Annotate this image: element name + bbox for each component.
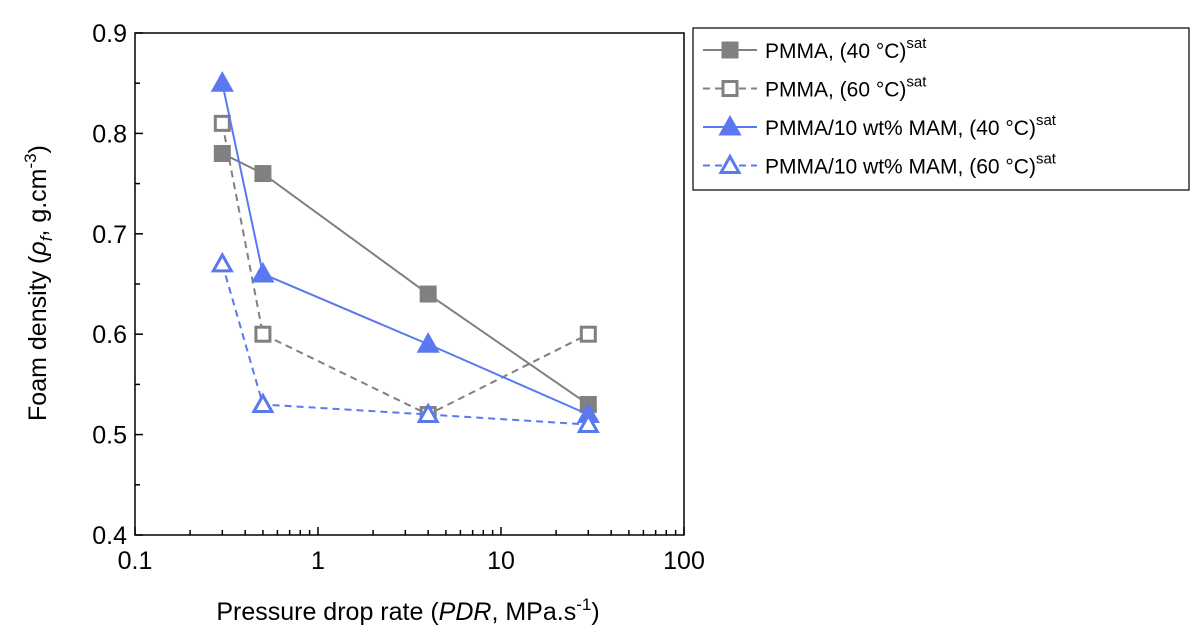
data-point (254, 325, 272, 343)
data-point (576, 412, 600, 434)
series-4 (210, 251, 600, 434)
data-point (416, 402, 440, 424)
legend-marker (718, 114, 742, 136)
legend-entry: PMMA, (40 °C)sat (703, 35, 927, 63)
data-point (210, 71, 234, 92)
x-tick-label: 1 (311, 547, 325, 575)
legend-label: PMMA, (60 °C)sat (765, 74, 927, 102)
data-point (213, 144, 231, 162)
y-tick-label: 0.9 (92, 20, 127, 48)
legend-marker (721, 41, 739, 59)
legend-label: PMMA/10 wt% MAM, (40 °C)sat (765, 112, 1057, 140)
legend-marker (718, 153, 742, 174)
y-tick-label: 0.5 (92, 422, 127, 450)
legend-label: PMMA/10 wt% MAM, (60 °C)sat (765, 151, 1057, 179)
y-tick-label: 0.6 (92, 321, 127, 349)
x-tick-label: 100 (663, 547, 705, 575)
x-tick-label: 0.1 (118, 547, 153, 575)
data-point (416, 332, 440, 353)
legend-entry: PMMA, (60 °C)sat (703, 74, 927, 102)
plot-frame (134, 32, 685, 536)
series-1 (213, 144, 597, 413)
x-tick-label: 10 (487, 547, 515, 575)
data-point (210, 251, 234, 273)
series-line (221, 152, 589, 406)
series-line (221, 82, 589, 416)
series-3 (210, 71, 600, 424)
x-axis-title: Pressure drop rate (PDR, MPa.s-1) (216, 595, 599, 626)
data-point (254, 165, 272, 183)
series-line (221, 123, 589, 416)
series-line (221, 263, 589, 426)
legend-entry: PMMA/10 wt% MAM, (60 °C)sat (703, 151, 1057, 179)
legend-box (692, 27, 1190, 191)
data-point (251, 261, 275, 283)
legend-marker (721, 80, 739, 97)
legend: PMMA, (40 °C)sat PMMA, (60 °C)sat PMMA/10 … (692, 27, 1190, 191)
legend-entry: PMMA/10 wt% MAM, (40 °C)sat (703, 112, 1057, 140)
y-tick-label: 0.7 (92, 221, 127, 249)
y-axis-title: Foam density (ρf, g.cm-3) (21, 145, 56, 421)
data-point (251, 392, 275, 413)
data-point (579, 325, 597, 343)
y-tick-label: 0.4 (92, 522, 127, 550)
y-tick-label: 0.8 (92, 120, 127, 148)
plot-area: 0.1 1 10 100 0.4 0.5 0.6 0.7 0.8 0.9 (92, 20, 705, 575)
series-2 (213, 114, 597, 424)
data-point (419, 285, 437, 303)
data-point (213, 114, 231, 132)
legend-label: PMMA, (40 °C)sat (765, 35, 927, 63)
